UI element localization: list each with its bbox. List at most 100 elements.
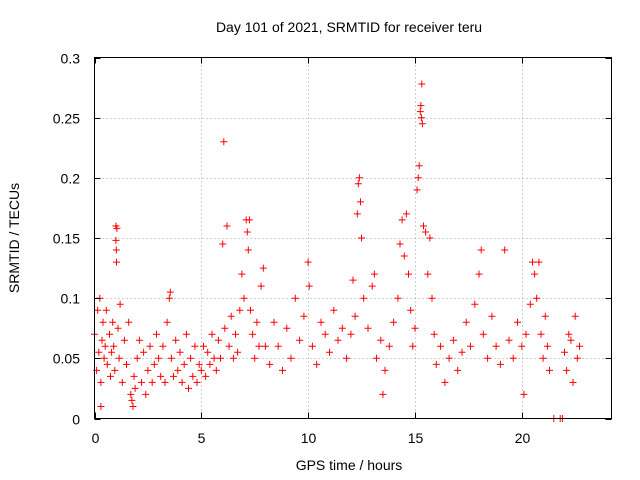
data-point bbox=[193, 378, 201, 386]
data-point bbox=[165, 294, 173, 302]
data-point bbox=[381, 366, 389, 374]
data-point bbox=[400, 252, 408, 260]
data-point bbox=[338, 324, 346, 332]
data-point bbox=[567, 336, 575, 344]
data-point bbox=[416, 108, 424, 116]
data-point bbox=[477, 246, 485, 254]
data-point bbox=[140, 348, 148, 356]
data-point bbox=[214, 336, 222, 344]
data-point bbox=[413, 186, 421, 194]
data-point bbox=[418, 80, 426, 88]
data-point bbox=[520, 390, 528, 398]
data-point bbox=[148, 378, 156, 386]
data-point bbox=[106, 330, 113, 338]
data-point bbox=[501, 246, 509, 254]
data-point bbox=[415, 162, 423, 170]
data-point bbox=[111, 366, 119, 374]
data-point bbox=[479, 330, 487, 338]
data-point bbox=[488, 312, 496, 320]
data-point bbox=[379, 390, 387, 398]
data-point bbox=[217, 354, 224, 362]
data-point bbox=[417, 102, 425, 110]
x-tick-labels: 0 5 10 15 20 bbox=[92, 430, 531, 446]
data-point bbox=[261, 342, 269, 350]
data-point bbox=[130, 372, 138, 380]
data-point bbox=[236, 306, 244, 314]
data-point bbox=[270, 318, 278, 326]
data-point bbox=[390, 318, 398, 326]
y-tick-label: 0.3 bbox=[61, 51, 81, 67]
data-point bbox=[189, 372, 197, 380]
data-point bbox=[274, 342, 282, 350]
data-point bbox=[305, 282, 313, 290]
data-point bbox=[110, 342, 118, 350]
data-point bbox=[212, 366, 220, 374]
data-point bbox=[296, 336, 304, 344]
data-point bbox=[210, 354, 218, 362]
tick-marks bbox=[94, 57, 612, 420]
data-point bbox=[283, 324, 291, 332]
data-point bbox=[518, 342, 526, 350]
data-point bbox=[576, 342, 583, 350]
data-point bbox=[313, 360, 321, 368]
data-point bbox=[195, 360, 203, 368]
data-point bbox=[127, 390, 135, 398]
data-point bbox=[279, 366, 286, 374]
data-point bbox=[522, 330, 530, 338]
data-point bbox=[131, 384, 139, 392]
x-tick-label: 0 bbox=[92, 430, 100, 446]
data-point bbox=[243, 228, 251, 236]
data-point bbox=[257, 282, 265, 290]
data-point bbox=[238, 270, 246, 278]
data-point bbox=[113, 224, 121, 232]
data-point bbox=[394, 294, 402, 302]
data-point bbox=[178, 378, 186, 386]
data-point bbox=[245, 216, 253, 224]
x-axis-label: GPS time / hours bbox=[296, 457, 403, 473]
data-point bbox=[95, 348, 103, 356]
data-point bbox=[355, 174, 363, 182]
data-point bbox=[118, 378, 126, 386]
data-point bbox=[409, 342, 417, 350]
data-point bbox=[135, 336, 143, 344]
data-point bbox=[94, 306, 102, 314]
data-point bbox=[220, 138, 228, 146]
data-point bbox=[418, 120, 426, 128]
data-point bbox=[411, 324, 419, 332]
data-point bbox=[244, 246, 252, 254]
data-point bbox=[163, 318, 171, 326]
data-point bbox=[432, 360, 440, 368]
data-point bbox=[334, 336, 342, 344]
data-point bbox=[187, 354, 195, 362]
data-point bbox=[377, 336, 385, 344]
data-point bbox=[114, 324, 122, 332]
data-point bbox=[462, 318, 470, 326]
data-point bbox=[155, 354, 163, 362]
data-point bbox=[563, 366, 571, 374]
plot-frame bbox=[94, 57, 612, 419]
data-point bbox=[116, 300, 124, 308]
data-point bbox=[424, 270, 432, 278]
data-point bbox=[225, 342, 233, 350]
data-point bbox=[364, 324, 372, 332]
data-point bbox=[531, 270, 539, 278]
data-point bbox=[266, 360, 274, 368]
data-point bbox=[223, 222, 231, 230]
data-point bbox=[535, 258, 543, 266]
data-point bbox=[253, 318, 261, 326]
data-point bbox=[112, 246, 120, 254]
y-tick-label: 0.1 bbox=[61, 291, 81, 307]
data-point bbox=[569, 378, 577, 386]
data-point bbox=[354, 180, 362, 188]
data-point bbox=[115, 354, 123, 362]
data-point bbox=[505, 336, 513, 344]
data-point bbox=[373, 354, 380, 362]
data-point bbox=[133, 354, 141, 362]
data-point bbox=[308, 342, 316, 350]
data-point bbox=[396, 240, 404, 248]
data-point bbox=[229, 354, 237, 362]
data-point bbox=[167, 354, 175, 362]
data-point bbox=[219, 240, 227, 248]
data-point bbox=[259, 264, 267, 272]
